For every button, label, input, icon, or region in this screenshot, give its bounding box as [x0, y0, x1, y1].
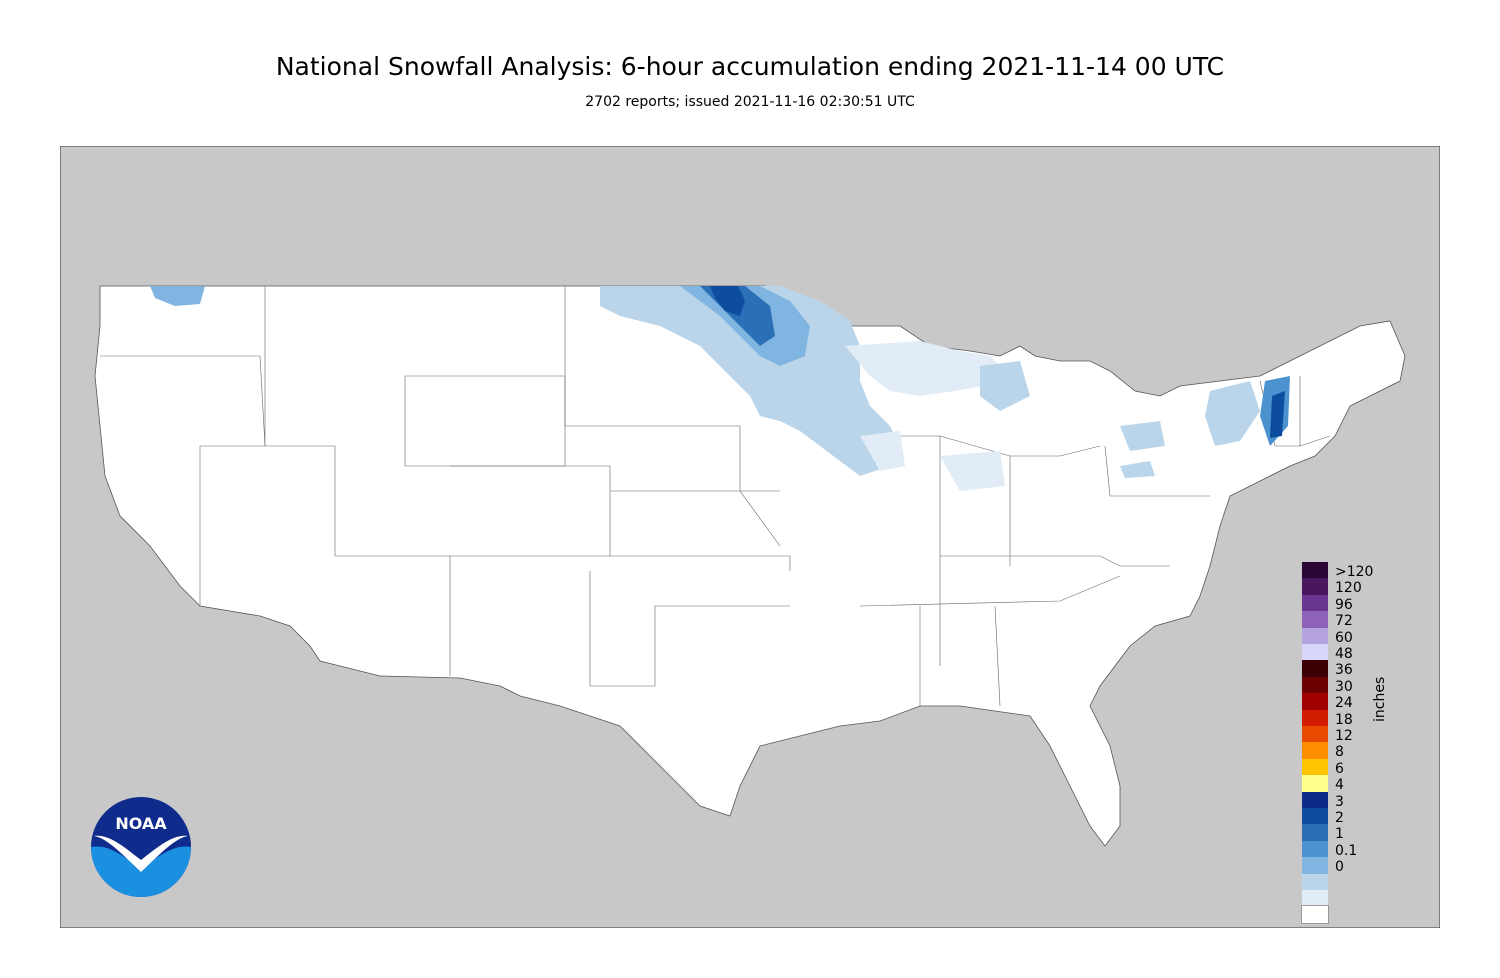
conus-outline — [94, 285, 1406, 847]
legend-label: 48 — [1335, 646, 1353, 662]
legend-swatch — [1302, 676, 1328, 694]
legend-label: 2 — [1335, 810, 1344, 826]
legend-swatch — [1302, 562, 1328, 579]
legend-swatch — [1302, 873, 1328, 890]
legend-swatch — [1302, 824, 1328, 841]
legend-swatch — [1301, 905, 1329, 924]
map-title: National Snowfall Analysis: 6-hour accum… — [275, 52, 1225, 81]
map-subtitle: 2702 reports; issued 2021-11-16 02:30:51… — [585, 94, 915, 110]
legend-swatch — [1302, 758, 1328, 776]
legend-swatch — [1302, 791, 1328, 808]
legend-label: >120 — [1335, 564, 1374, 580]
legend: >120 120 96 72 60 48 36 30 24 18 12 8 6 4 3 2 1 0.1 0 — [1301, 562, 1442, 924]
noaa-logo: NOAA — [91, 797, 191, 897]
legend-label: 30 — [1335, 678, 1353, 695]
legend-label: 12 — [1335, 728, 1353, 744]
snowfall-map — [60, 146, 1440, 928]
legend-label: 18 — [1335, 711, 1353, 728]
snowfall-areas — [150, 286, 1290, 491]
legend-label: 3 — [1335, 793, 1344, 810]
legend-label: 120 — [1335, 580, 1362, 597]
legend-label: 0.1 — [1335, 842, 1358, 859]
legend-label: 1 — [1335, 826, 1344, 843]
legend-swatch — [1302, 578, 1328, 595]
legend-label: 36 — [1335, 662, 1353, 679]
legend-swatch — [1302, 627, 1328, 644]
legend-label: 24 — [1335, 695, 1353, 712]
legend-label: 72 — [1335, 613, 1353, 630]
legend-swatch — [1302, 840, 1328, 858]
noaa-logo-text: NOAA — [115, 814, 167, 833]
legend-swatch — [1302, 775, 1328, 792]
legend-label: 4 — [1335, 777, 1344, 794]
legend-swatch — [1302, 660, 1328, 677]
legend-units: inches — [1372, 676, 1388, 722]
legend-swatch — [1302, 742, 1328, 759]
legend-swatch — [1302, 890, 1328, 907]
legend-swatch — [1302, 644, 1328, 661]
legend-swatch — [1302, 857, 1328, 874]
legend-swatch — [1302, 709, 1328, 726]
legend-label: 8 — [1335, 744, 1344, 761]
legend-label: 96 — [1335, 596, 1353, 613]
legend-label: 6 — [1335, 760, 1344, 777]
legend-swatch — [1302, 808, 1328, 825]
legend-swatch — [1302, 693, 1328, 710]
legend-swatch — [1302, 594, 1328, 612]
legend-label: 0 — [1335, 859, 1344, 876]
legend-swatch — [1302, 611, 1328, 628]
legend-label: 60 — [1335, 629, 1353, 646]
legend-swatch — [1302, 726, 1328, 743]
